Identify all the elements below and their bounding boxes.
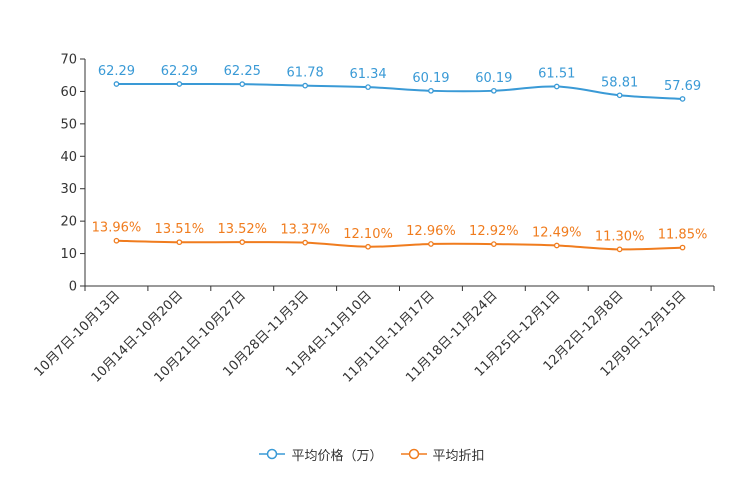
series-line-0: [116, 82, 683, 100]
data-label: 60.19: [475, 71, 512, 86]
data-point[interactable]: [176, 81, 183, 87]
data-point[interactable]: [490, 241, 497, 247]
series-line-1: [116, 239, 683, 251]
y-tick-label: 60: [60, 85, 77, 100]
data-label: 13.52%: [217, 222, 267, 237]
series-1: 13.96% 13.51% 13.52% 13.37% 12.10% 12.96% 12.9…: [92, 221, 708, 253]
series-0: 62.29 62.29 62.25 61.78 61.34 60.19 60.19 61.51…: [98, 64, 701, 102]
data-label: 60.19: [412, 71, 449, 86]
data-label: 13.51%: [155, 222, 205, 237]
data-point[interactable]: [616, 246, 623, 253]
data-point[interactable]: [553, 83, 560, 90]
legend: 平均价格（万） 平均折扣: [0, 443, 744, 465]
data-label: 57.69: [664, 79, 701, 94]
data-label: 12.10%: [343, 227, 393, 242]
data-point[interactable]: [679, 96, 686, 102]
data-point[interactable]: [239, 239, 246, 246]
legend-price-label: 平均价格（万）: [291, 448, 383, 464]
series-layer: 62.29 62.29 62.25 61.78 61.34 60.19 60.19 61.51…: [92, 64, 708, 253]
legend-discount-label: 平均折扣: [432, 448, 485, 464]
data-label: 12.49%: [532, 225, 582, 240]
data-point[interactable]: [302, 82, 308, 89]
legend-item-price[interactable]: 平均价格（万）: [259, 445, 383, 464]
data-point[interactable]: [176, 239, 183, 246]
data-label: 12.92%: [469, 224, 519, 239]
data-point[interactable]: [302, 239, 308, 246]
legend-discount-line-icon: [400, 448, 427, 460]
data-point[interactable]: [616, 92, 623, 99]
data-label: 61.78: [287, 66, 324, 81]
legend-item-discount[interactable]: 平均折扣: [400, 445, 485, 464]
y-tick-label: 50: [60, 117, 77, 132]
data-label: 62.25: [224, 64, 261, 79]
data-point[interactable]: [553, 242, 560, 249]
data-label: 11.30%: [595, 229, 645, 244]
data-point[interactable]: [365, 243, 371, 250]
data-label: 13.96%: [92, 221, 142, 236]
y-tick-label: 20: [60, 215, 77, 230]
y-tick-label: 10: [60, 247, 77, 262]
data-point[interactable]: [113, 81, 120, 87]
data-point[interactable]: [428, 87, 434, 94]
data-label: 58.81: [601, 75, 638, 90]
data-label: 62.29: [161, 64, 198, 79]
data-label: 62.29: [98, 64, 135, 79]
legend-price-line-icon: [259, 448, 286, 460]
data-label: 12.96%: [406, 224, 456, 239]
data-point[interactable]: [490, 87, 497, 94]
data-point[interactable]: [113, 237, 120, 244]
y-tick-label: 70: [60, 53, 77, 68]
data-point[interactable]: [679, 244, 686, 251]
data-label: 61.51: [538, 67, 575, 82]
y-tick-label: 40: [60, 150, 77, 165]
y-tick-label: 30: [60, 182, 77, 197]
data-point[interactable]: [239, 81, 246, 87]
data-point[interactable]: [365, 84, 371, 90]
axes: 01020304050607010月7日-10月13日10月14日-10月20日…: [32, 53, 715, 386]
data-label: 13.37%: [280, 223, 330, 238]
data-label: 61.34: [349, 67, 386, 82]
data-point[interactable]: [428, 241, 434, 247]
data-label: 11.85%: [658, 228, 708, 243]
y-tick-label: 0: [69, 280, 77, 295]
